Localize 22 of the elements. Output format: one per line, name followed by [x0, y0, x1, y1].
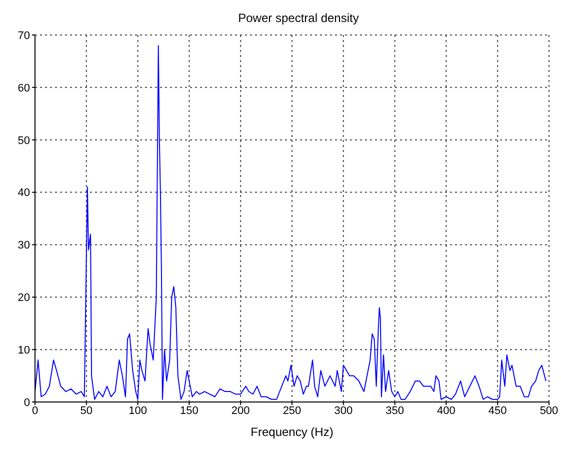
x-tick-label: 200	[231, 404, 250, 417]
x-tick-label: 100	[128, 404, 147, 417]
x-tick-label: 250	[282, 404, 302, 417]
y-tick-label: 20	[18, 292, 30, 304]
x-tick-label: 50	[80, 404, 93, 417]
x-tick-label: 300	[334, 404, 353, 417]
x-tick-label: 150	[180, 404, 198, 417]
x-tick-label: 0	[32, 404, 38, 417]
x-tick-label: 400	[437, 404, 456, 417]
line-series	[35, 44, 546, 400]
y-tick-label: 40	[18, 187, 30, 200]
y-tick-label: 50	[18, 134, 30, 147]
x-tick-label: 500	[540, 404, 558, 417]
y-tick-label: 70	[18, 30, 30, 42]
chart-title: Power spectral density	[237, 10, 360, 27]
x-axis-title: Frequency (Hz)	[250, 425, 334, 439]
y-tick-label: 0	[24, 396, 30, 409]
y-tick-label: 60	[18, 82, 30, 94]
x-tick-label: 350	[386, 404, 404, 417]
y-tick-label: 10	[18, 344, 30, 356]
x-tick-label: 450	[488, 404, 507, 417]
y-tick-label: 30	[18, 240, 30, 252]
